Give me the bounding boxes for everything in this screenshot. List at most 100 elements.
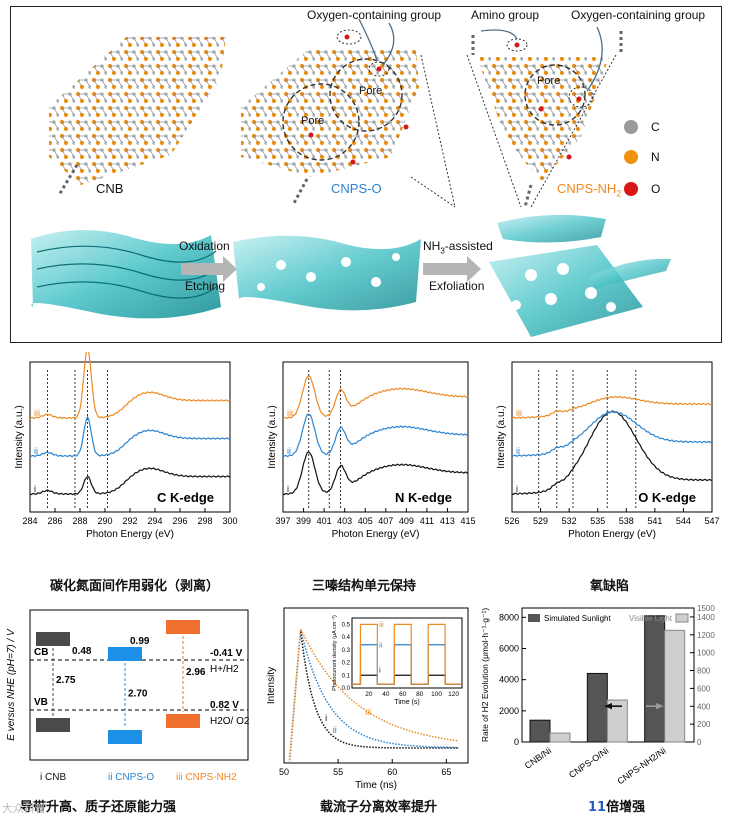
- decay-series-iii: [288, 626, 459, 764]
- band-diagram: E versus NHE (pH=7) / V CB VB -0.41 V H+/H2 0…: [6, 609, 250, 783]
- label-oxygen-group-1: Oxygen-containing group: [307, 8, 442, 22]
- inset-y-tick-label: 0.3: [342, 648, 351, 654]
- bar-y2-tick-label: 1200: [697, 631, 715, 640]
- bar-sunlight-2: [644, 615, 666, 743]
- pl-x-tick-label: 60: [387, 767, 397, 777]
- schematic-panel: CNB CNPS-O CNPS-NH2 Oxygen-containing gr…: [10, 6, 722, 343]
- decay-label-ii: ii: [333, 725, 337, 735]
- x-tick-label: 529: [533, 516, 548, 526]
- y-axis-label: Intensity (a.u.): [14, 405, 25, 468]
- x-tick-label: 541: [647, 516, 662, 526]
- legend-sunlight: Simulated Sunlight: [544, 614, 611, 623]
- pl-y-label: Intensity: [266, 667, 277, 704]
- label-etching: Etching: [185, 279, 226, 293]
- bar-y2-tick-label: 600: [697, 684, 711, 693]
- vb-block-0: [36, 718, 70, 732]
- legend-swatch-visible: [675, 613, 689, 623]
- vb-label: VB: [34, 697, 48, 708]
- series-label-iii: iii: [34, 408, 40, 418]
- series-line-ii: [511, 410, 713, 457]
- cb-block-1: [108, 647, 142, 661]
- chart-title: N K-edge: [395, 490, 452, 505]
- inset-x-tick-label: 20: [365, 691, 373, 698]
- bar-y-label: Rate of H2 Evolution (μmol·h⁻¹·g⁻¹): [480, 608, 490, 742]
- inset-x-tick-label: 100: [431, 691, 442, 698]
- h2-rate-chart: 0 2000 4000 6000 8000 0 200 400 600 800 1000 1200 14…: [480, 604, 715, 786]
- series-label-ii: ii: [516, 446, 520, 456]
- x-tick-label: 544: [676, 516, 691, 526]
- x-tick-label: 296: [172, 516, 187, 526]
- x-tick-label: 413: [440, 516, 455, 526]
- label-pore-1: Pore: [301, 115, 325, 127]
- cb-couple: H+/H2: [210, 664, 239, 675]
- legend-o: O: [651, 182, 661, 196]
- inset-label-i: i: [379, 668, 381, 675]
- decay-series-ii: [288, 629, 459, 764]
- inset-x-tick-label: 40: [382, 691, 390, 698]
- series-line-ii: [282, 413, 469, 458]
- x-tick-label: 399: [296, 516, 311, 526]
- inset-frame: [351, 617, 463, 689]
- bar-y-tick-label: 2000: [499, 706, 519, 716]
- series-label-i: i: [287, 484, 289, 494]
- x-tick-label: 298: [197, 516, 212, 526]
- pl-x-tick-label: 50: [279, 767, 289, 777]
- inset-label-ii: ii: [379, 642, 383, 649]
- pl-frame: [283, 607, 469, 764]
- pl-x-tick-label: 55: [333, 767, 343, 777]
- band-legend-1: ii CNPS-O: [108, 772, 154, 783]
- pl-x-tick-label: 65: [441, 767, 451, 777]
- x-tick-label: 397: [275, 516, 290, 526]
- cb-block-0: [36, 632, 70, 646]
- caption-n-edge: 三嗪结构单元保持: [312, 579, 417, 594]
- label-oxidation: Oxidation: [179, 239, 230, 253]
- vb-block-1: [108, 730, 142, 744]
- cb-label: CB: [34, 647, 48, 658]
- caption-carrier: 载流子分离效率提升: [320, 800, 438, 815]
- bar-y2-tick-label: 1000: [697, 649, 715, 658]
- series-line-i: [29, 467, 231, 496]
- series-line-iii: [511, 395, 713, 419]
- series-label-iii: iii: [516, 408, 522, 418]
- inset-x-label: Time (s): [394, 699, 419, 706]
- gap-value-0: 2.75: [56, 675, 76, 686]
- bar-y2-tick-label: 200: [697, 720, 711, 729]
- caption-rate: 11倍增强: [588, 800, 646, 815]
- label-oxygen-group-2: Oxygen-containing group: [571, 8, 706, 22]
- x-tick-label: 300: [222, 516, 237, 526]
- x-tick-label: 407: [378, 516, 393, 526]
- series-line-i: [282, 451, 469, 496]
- atom-legend: [624, 120, 638, 196]
- x-tick-label: 401: [317, 516, 332, 526]
- inset-series-iii: [352, 623, 462, 685]
- cb-block-2: [166, 620, 200, 634]
- legend-n: N: [651, 150, 660, 164]
- gap-value-1: 2.70: [128, 689, 148, 700]
- x-tick-label: 415: [460, 516, 475, 526]
- x-tick-label: 535: [590, 516, 605, 526]
- watermark: 大众科普: [2, 802, 46, 815]
- bar-y2-tick-label: 0: [697, 738, 702, 747]
- series-label-i: i: [34, 484, 36, 494]
- series-line-i: [511, 410, 713, 496]
- x-tick-label: 284: [22, 516, 37, 526]
- x-tick-label: 286: [47, 516, 62, 526]
- inset-y-tick-label: 0.2: [342, 661, 351, 667]
- label-cnb: CNB: [96, 181, 124, 196]
- bar-y-tick-label: 8000: [499, 612, 519, 622]
- label-cnps-nh2: CNPS-NH2: [557, 181, 622, 199]
- left-axis-arrow: [604, 703, 622, 710]
- inset-x-tick-label: 60: [399, 691, 407, 698]
- chart-title: C K-edge: [157, 490, 214, 505]
- inset-y-label: Photocurrent density (μA cm⁻²): [332, 615, 338, 691]
- bar-category-label: CNPS-NH2/Ni: [615, 745, 667, 786]
- y-axis-label: Intensity (a.u.): [496, 405, 507, 468]
- series-label-i: i: [516, 484, 518, 494]
- inset-y-tick-label: 0.1: [342, 673, 351, 679]
- exfoliated-sheets: [489, 214, 671, 337]
- vb-couple: H2O/ O2: [210, 716, 250, 727]
- x-tick-label: 409: [399, 516, 414, 526]
- bar-category-label: CNPS-O/Ni: [567, 745, 610, 780]
